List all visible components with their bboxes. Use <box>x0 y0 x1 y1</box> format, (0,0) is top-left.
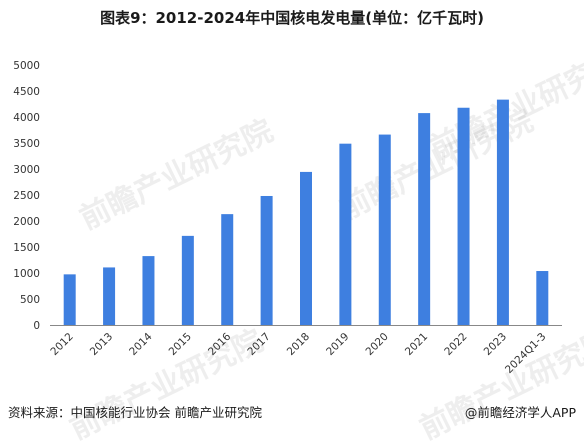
bar-2022 <box>457 107 470 325</box>
bar-2017 <box>260 195 273 325</box>
bars-group <box>63 99 549 325</box>
x-tick-label: 2017 <box>245 331 272 358</box>
x-tick-label: 2019 <box>324 331 351 358</box>
bar-2015 <box>181 235 194 325</box>
y-tick-label: 2500 <box>13 190 40 202</box>
bar-2018 <box>300 171 312 325</box>
x-axis-ticks: 2012 2013 2014 2015 2016 2017 2018 2019 2020 2021… <box>48 330 548 376</box>
bar-2019 <box>339 143 352 325</box>
x-tick-label: 2013 <box>88 331 115 358</box>
y-tick-label: 2000 <box>13 216 40 228</box>
x-tick-label: 2012 <box>48 331 75 358</box>
y-tick-label: 3000 <box>13 164 40 176</box>
y-tick-label: 4500 <box>13 86 40 98</box>
y-tick-label: 5000 <box>13 60 40 72</box>
y-tick-label: 3500 <box>13 138 40 150</box>
bar-2021 <box>418 113 431 325</box>
y-tick-label: 1500 <box>13 242 40 254</box>
y-tick-label: 0 <box>33 320 40 332</box>
chart-title: 图表9：2012-2024年中国核电发电量(单位：亿千瓦时) <box>100 9 484 27</box>
bar-2024Q1-3 <box>536 271 549 325</box>
bar-2013 <box>103 267 116 325</box>
bar-2012 <box>63 274 76 325</box>
bar-2014 <box>142 256 155 325</box>
x-tick-label: 2023 <box>482 331 509 358</box>
x-tick-label: 2020 <box>364 331 391 358</box>
bar-2023 <box>496 99 509 325</box>
source-note: 资料来源：中国核能行业协会 前瞻产业研究院 <box>8 405 262 420</box>
y-tick-label: 500 <box>20 294 40 306</box>
x-tick-label: 2018 <box>285 331 312 358</box>
y-axis-ticks: 0 500 1000 1500 2000 2500 3000 3500 4000 4500 5000 <box>13 60 40 332</box>
x-tick-label: 2014 <box>127 330 155 358</box>
x-tick-label: 2024Q1-3 <box>503 331 548 376</box>
y-tick-label: 4000 <box>13 112 40 124</box>
x-tick-label: 2016 <box>206 330 234 358</box>
bar-2020 <box>378 134 391 325</box>
brand-credit: @前瞻经济学人APP <box>464 405 576 420</box>
x-tick-label: 2022 <box>442 331 469 358</box>
bar-chart: 0 500 1000 1500 2000 2500 3000 3500 4000 4500 5000… <box>13 60 562 376</box>
bar-2016 <box>221 214 234 325</box>
x-tick-label: 2021 <box>403 331 430 358</box>
x-tick-label: 2015 <box>167 331 194 358</box>
y-tick-label: 1000 <box>13 268 40 280</box>
